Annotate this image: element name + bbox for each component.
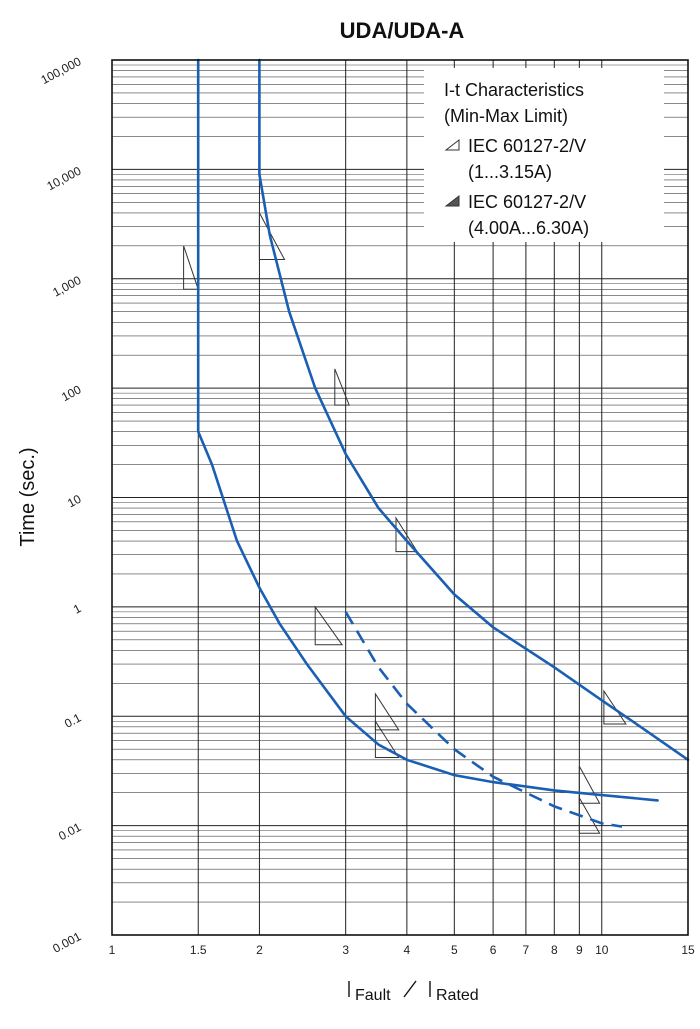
legend-subtitle: (Min-Max Limit) <box>444 106 568 126</box>
y-tick-label: 10,000 <box>44 164 83 194</box>
y-tick-label: 100,000 <box>39 54 84 87</box>
curves <box>196 58 690 828</box>
y-axis-label: Time (sec.) <box>17 447 39 546</box>
y-tick-label: 1 <box>71 601 84 617</box>
x-tick-label: 7 <box>523 943 530 957</box>
series-line-1 <box>196 58 659 802</box>
x-tick-label: 3 <box>342 943 349 957</box>
chart-title: UDA/UDA-A <box>340 18 465 43</box>
x-tick-label: 15 <box>681 943 695 957</box>
tolerance-marker <box>603 689 627 725</box>
plot-frame <box>111 59 689 936</box>
y-tick-label: 100 <box>59 382 84 404</box>
tolerance-marker <box>374 719 400 758</box>
legend-title: I-t Characteristics <box>444 80 584 100</box>
x-axis-label: Fault Rated <box>348 980 479 1004</box>
legend-outline-marker <box>444 138 460 151</box>
tolerance-marker <box>314 605 344 646</box>
series-line-3 <box>344 611 623 828</box>
x-tick-label: 2 <box>256 943 263 957</box>
legend-box <box>424 68 664 242</box>
x-label-rated: Rated <box>436 987 479 1004</box>
x-tick-label: 1 <box>109 943 116 957</box>
tolerance-markers <box>183 212 627 834</box>
legend-entry-2-line2: (4.00A...6.30A) <box>468 218 589 238</box>
legend: I-t Characteristics (Min-Max Limit) IEC … <box>424 68 664 242</box>
x-tick-label: 10 <box>595 943 609 957</box>
legend-entry-1-line1: IEC 60127-2/V <box>468 136 586 156</box>
x-tick-label: 1.5 <box>190 943 207 957</box>
y-tick-label: 10 <box>65 492 84 511</box>
y-tick-label: 0.1 <box>62 710 84 730</box>
x-label-fault: Fault <box>355 987 391 1004</box>
tolerance-marker <box>258 212 286 260</box>
tolerance-marker <box>334 368 350 406</box>
ratio-slash <box>403 980 417 998</box>
tolerance-marker <box>374 692 400 731</box>
x-tick-label: 5 <box>451 943 458 957</box>
y-tick-label: 0.01 <box>56 820 83 843</box>
legend-entry-2-line1: IEC 60127-2/V <box>468 192 586 212</box>
legend-filled-marker <box>444 194 460 207</box>
x-tick-label: 6 <box>490 943 497 957</box>
tolerance-marker <box>578 765 601 804</box>
legend-entry-1-line2: (1...3.15A) <box>468 162 552 182</box>
y-tick-label: 0.001 <box>50 929 83 956</box>
tolerance-marker <box>183 245 199 290</box>
tolerance-marker <box>395 516 419 553</box>
y-tick-label: 1,000 <box>50 273 83 300</box>
x-tick-label: 9 <box>576 943 583 957</box>
x-tick-label: 4 <box>404 943 411 957</box>
series-line-2 <box>258 58 690 762</box>
x-tick-label: 8 <box>551 943 558 957</box>
